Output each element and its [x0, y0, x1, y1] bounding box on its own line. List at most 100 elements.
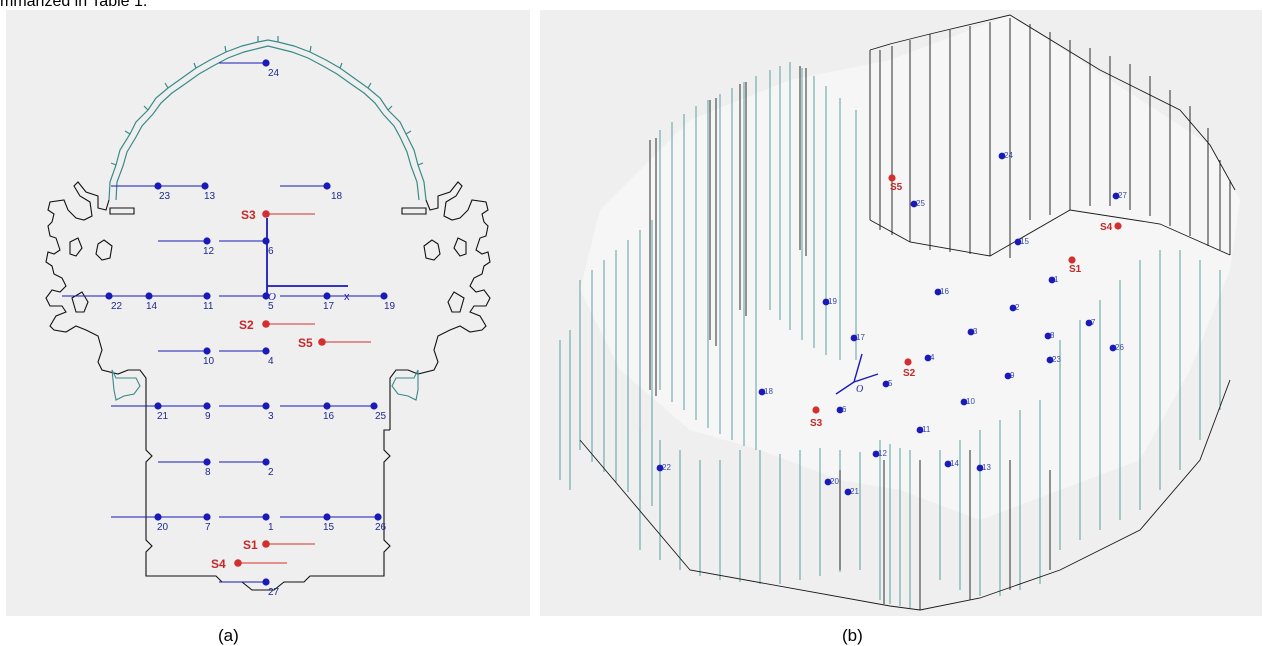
receiver-3 — [262, 402, 270, 410]
3d-origin-label: O — [856, 384, 863, 395]
receiver-label-12: 12 — [203, 246, 215, 257]
source-s4 — [234, 559, 242, 567]
3d-receiver-23 — [1046, 356, 1054, 364]
3d-receiver-labels: 1 2 3 4 5 6 7 8 9 10 11 12 13 14 15 16 1… — [662, 151, 1127, 496]
caption-a: (a) — [218, 626, 239, 645]
receiver-6 — [262, 237, 270, 245]
receiver-20 — [154, 513, 162, 521]
source-points — [234, 210, 326, 567]
3d-receiver-17 — [850, 334, 858, 342]
source-label-s4: S4 — [211, 557, 226, 571]
3d-receiver-15 — [1014, 238, 1022, 246]
source-label-s2: S2 — [239, 318, 254, 332]
receiver-25 — [370, 402, 378, 410]
left-wall — [559, 62, 857, 506]
receiver-7 — [203, 513, 211, 521]
receiver-points — [105, 59, 388, 586]
receiver-label-13: 13 — [204, 191, 216, 202]
3d-receiver-14 — [944, 460, 952, 468]
3d-receiver-6 — [836, 406, 844, 414]
receiver-direction-lines — [62, 62, 384, 583]
3d-model-svg: O — [559, 14, 1240, 611]
3d-receiver-label-22: 22 — [662, 463, 671, 472]
source-s5 — [318, 338, 326, 346]
3d-receiver-label-13: 13 — [982, 463, 991, 472]
3d-receiver-3 — [967, 328, 975, 336]
receiver-label-6: 6 — [268, 246, 274, 257]
receiver-14 — [145, 292, 153, 300]
receiver-label-15: 15 — [323, 522, 335, 533]
receiver-27 — [262, 578, 270, 586]
3d-source-label-s3: S3 — [810, 418, 823, 429]
3d-receiver-label-16: 16 — [940, 287, 949, 296]
receiver-9 — [203, 402, 211, 410]
3d-receiver-label-12: 12 — [878, 449, 887, 458]
3d-receiver-5 — [882, 380, 890, 388]
3d-origin-axes — [835, 353, 879, 395]
apse-outline — [108, 36, 427, 201]
caption-b: (b) — [842, 626, 863, 645]
receiver-label-10: 10 — [203, 356, 215, 367]
3d-receiver-10 — [960, 398, 968, 406]
3d-receiver-label-26: 26 — [1115, 343, 1124, 352]
receiver-23 — [154, 182, 162, 190]
receiver-10 — [203, 347, 211, 355]
intro-text: mmarized in Table 1. — [0, 0, 148, 10]
3d-receiver-1 — [1048, 276, 1056, 284]
receiver-label-25: 25 — [375, 411, 387, 422]
receiver-label-14: 14 — [146, 301, 158, 312]
receiver-label-18: 18 — [331, 191, 343, 202]
receiver-label-26: 26 — [375, 522, 387, 533]
receiver-label-21: 21 — [157, 411, 169, 422]
3d-receiver-9 — [1004, 372, 1012, 380]
3d-receiver-8 — [1044, 332, 1052, 340]
source-s1 — [262, 540, 270, 548]
origin-axes — [266, 218, 348, 296]
3d-receiver-16 — [934, 288, 942, 296]
3d-source-label-s2: S2 — [903, 368, 916, 379]
receiver-4 — [262, 347, 270, 355]
3d-source-label-s5: S5 — [890, 182, 903, 193]
receiver-26 — [374, 513, 382, 521]
3d-receiver-26 — [1109, 344, 1117, 352]
3d-receiver-27 — [1112, 192, 1120, 200]
3d-receiver-label-25: 25 — [916, 199, 925, 208]
receiver-label-2: 2 — [268, 467, 274, 478]
receiver-label-5: 5 — [268, 301, 274, 312]
receiver-13 — [201, 182, 209, 190]
3d-source-s5 — [888, 174, 896, 182]
3d-receiver-label-23: 23 — [1052, 355, 1061, 364]
3d-receiver-22 — [656, 464, 664, 472]
3d-receiver-label-5: 5 — [888, 379, 893, 388]
source-label-s3: S3 — [241, 208, 256, 222]
3d-receiver-label-4: 4 — [930, 353, 935, 362]
3d-source-s1 — [1068, 256, 1076, 264]
receiver-18 — [323, 182, 331, 190]
receiver-19 — [380, 292, 388, 300]
3d-source-label-s4: S4 — [1100, 222, 1113, 233]
receiver-labels: 1 2 3 4 5 6 7 8 9 10 11 12 13 14 15 16 1… — [111, 68, 396, 598]
receiver-8 — [203, 458, 211, 466]
source-s2 — [262, 320, 270, 328]
3d-receiver-13 — [976, 464, 984, 472]
receiver-1 — [262, 513, 270, 521]
receiver-label-23: 23 — [159, 191, 171, 202]
receiver-label-16: 16 — [323, 411, 335, 422]
3d-receiver-label-19: 19 — [828, 297, 837, 306]
receiver-11 — [203, 292, 211, 300]
receiver-21 — [154, 402, 162, 410]
source-label-s5: S5 — [298, 336, 313, 350]
receiver-24 — [262, 59, 270, 67]
3d-receiver-label-10: 10 — [966, 397, 975, 406]
receiver-16 — [323, 402, 331, 410]
receiver-12 — [203, 237, 211, 245]
3d-model-panel: O — [540, 10, 1262, 616]
receiver-label-3: 3 — [268, 411, 274, 422]
receiver-label-20: 20 — [157, 522, 169, 533]
origin-label: O — [268, 291, 276, 303]
3d-receiver-label-8: 8 — [1050, 331, 1055, 340]
3d-receiver-24 — [998, 152, 1006, 160]
3d-source-s2 — [904, 358, 912, 366]
3d-receiver-2 — [1009, 304, 1017, 312]
3d-receiver-label-24: 24 — [1004, 151, 1013, 160]
